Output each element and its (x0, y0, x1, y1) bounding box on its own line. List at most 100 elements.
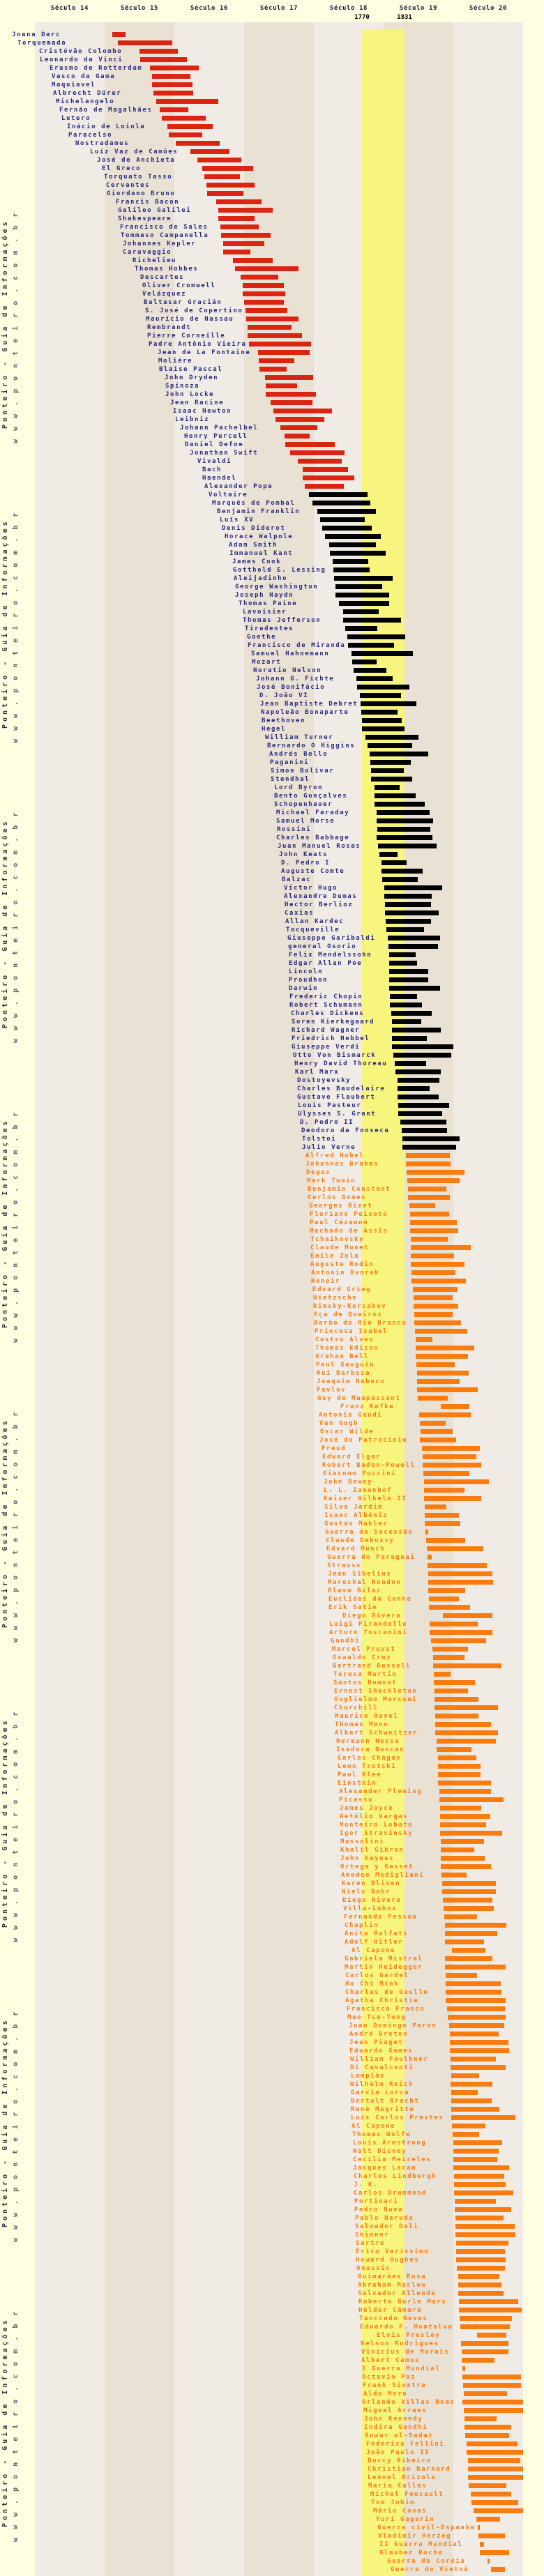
lifespan-bar (156, 99, 218, 104)
lifespan-bar (389, 952, 416, 957)
lifespan-bar (329, 542, 376, 547)
lifespan-bar (248, 325, 292, 330)
watermark-url-text: www.ponteiro.com.br (12, 1104, 20, 1343)
lifespan-bar (354, 668, 386, 673)
person-label: Diego Rivera (342, 1613, 402, 1619)
lifespan-bar (451, 2090, 478, 2095)
person-label: Gandhi (331, 1638, 361, 1645)
lifespan-bar (285, 442, 335, 447)
lifespan-bar (410, 1220, 457, 1225)
lifespan-bar (417, 1371, 469, 1375)
person-label: Andrés Bello (269, 751, 328, 758)
person-label: Lincoln (289, 968, 324, 975)
lifespan-bar (451, 2107, 499, 2112)
lifespan-bar (375, 793, 416, 798)
lifespan-bar (233, 258, 273, 263)
person-label: D. Pedro I (281, 860, 331, 867)
lifespan-bar (464, 2408, 523, 2413)
lifespan-bar (365, 735, 418, 740)
person-label: D. João VI (259, 692, 309, 699)
person-label: Guerra civil-Espanha (377, 2524, 476, 2531)
lifespan-bar (455, 2232, 515, 2237)
lifespan-bar (280, 425, 317, 430)
person-label: Nostradamus (75, 140, 130, 147)
person-label: Machado de Assis (310, 1228, 388, 1235)
person-label: Carlos Gomes (308, 1194, 367, 1201)
lifespan-bar (416, 1346, 474, 1350)
lifespan-bar (389, 977, 428, 982)
person-label: Mark Twain (307, 1178, 356, 1184)
lifespan-bar (220, 224, 259, 229)
person-label: Vladimir Herzog (378, 2533, 452, 2540)
lifespan-bar (371, 768, 404, 773)
lifespan-bar (391, 1011, 432, 1016)
person-label: Aldo Moro (363, 2391, 408, 2398)
lifespan-bar (408, 1187, 446, 1191)
person-label: Lutero (61, 115, 91, 122)
person-label: Di Cavalcanti (350, 2064, 414, 2071)
lifespan-bar (218, 208, 273, 213)
lifespan-bar (377, 835, 432, 840)
person-label: Cristóvão Colombo (39, 48, 123, 55)
person-label: Francis Bacon (116, 199, 180, 206)
person-label: Rossini (277, 826, 312, 833)
person-label: Stendhal (271, 776, 310, 783)
person-label: Sartre (356, 2240, 386, 2247)
watermark-url-text: www.ponteiro.com.br (12, 504, 20, 744)
lifespan-bar (461, 2341, 508, 2346)
lifespan-bar (312, 501, 370, 505)
lifespan-bar (459, 2299, 518, 2304)
lifespan-bar (406, 1153, 450, 1158)
person-label: Deodoro da Fonseca (301, 1127, 390, 1134)
century-label: Século 14 (50, 5, 89, 12)
century-stripe (244, 22, 314, 2576)
lifespan-bar (414, 1304, 458, 1309)
lifespan-bar (439, 1789, 491, 1794)
watermark-ponteiro-text: Ponteiro - Guia de Informações (1, 519, 9, 729)
lifespan-bar (378, 844, 437, 848)
person-label: Giordano Bruno (107, 190, 176, 197)
person-label: Pavlov (317, 1387, 347, 1394)
lifespan-bar (385, 902, 431, 907)
person-label: Jean de La Fontaine (158, 349, 251, 356)
person-label: Paganini (270, 759, 310, 766)
person-label: Alexander Fleming (339, 1788, 423, 1795)
person-label: João Paulo II (366, 2449, 430, 2456)
person-label: Francisco de Sales (120, 224, 209, 231)
person-label: L. L. Zamenhof (324, 1487, 393, 1494)
person-label: D. Pedro II (300, 1119, 354, 1126)
lifespan-bar (425, 1521, 460, 1526)
lifespan-bar (112, 32, 126, 37)
lifespan-bar (244, 300, 284, 305)
person-label: Francisco Franco (347, 2006, 425, 2013)
person-label: Oscar Wilde (320, 1428, 375, 1435)
person-label: Torquemada (17, 40, 67, 47)
person-label: Marcel Proust (332, 1646, 396, 1653)
lifespan-bar (462, 2375, 521, 2379)
lifespan-bar (423, 1454, 476, 1459)
person-label: Caxias (285, 910, 315, 917)
person-label: Vinícius de Morais (361, 2349, 450, 2356)
lifespan-bar (152, 82, 192, 87)
person-label: Thomas Mann (335, 1721, 389, 1728)
person-label: Skinner (355, 2232, 390, 2239)
person-label: Mozart (252, 659, 282, 666)
lifespan-bar (435, 1705, 498, 1710)
person-label: Richard Wagner (292, 1027, 361, 1034)
person-label: Paul Cézanne (310, 1219, 369, 1226)
lifespan-bar (207, 191, 243, 196)
lifespan-bar (379, 852, 398, 857)
watermark-ponteiro-text: Ponteiro - Guia de Informações (1, 1118, 9, 1329)
person-label: André Breton (349, 2031, 409, 2038)
lifespan-bar (446, 1998, 506, 2003)
person-label: El Greco (102, 165, 142, 172)
lifespan-bar (431, 1638, 486, 1643)
person-label: Carlos Gardel (345, 1972, 409, 1979)
watermark-ponteiro-text: Ponteiro - Guia de Informações (1, 2018, 9, 2228)
lifespan-bar (480, 2550, 509, 2555)
person-label: John Keynes (340, 1855, 395, 1862)
person-label: Castro Alves (315, 1336, 375, 1343)
lifespan-bar (408, 1195, 450, 1200)
person-label: Denis Diderot (222, 525, 286, 532)
person-label: Eduardo F. Montalva (360, 2324, 453, 2331)
